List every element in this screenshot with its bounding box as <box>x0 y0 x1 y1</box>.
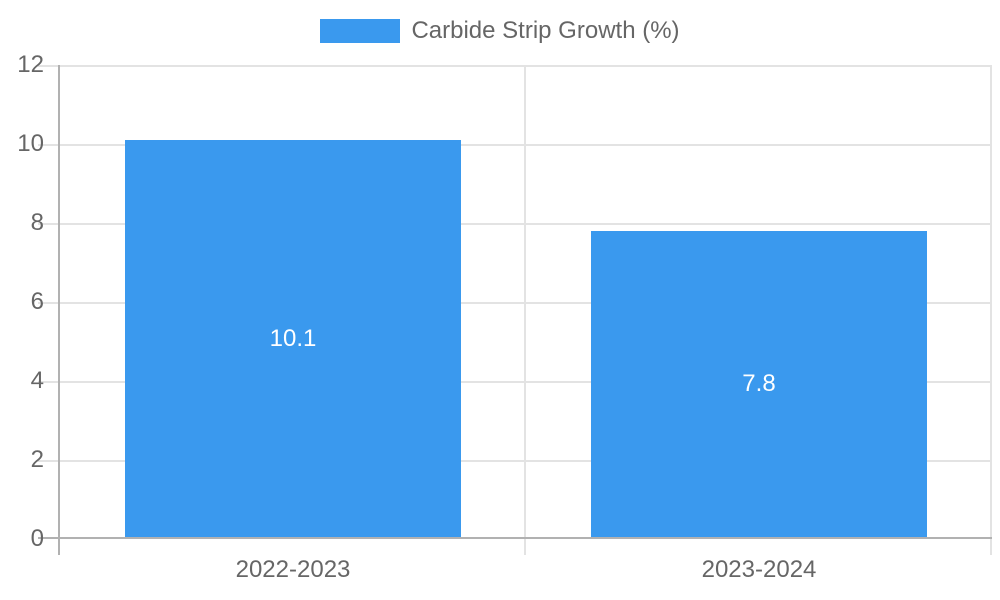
x-gridline <box>990 65 992 539</box>
y-tick-mark <box>38 65 58 67</box>
bar[interactable]: 7.8 <box>591 230 927 537</box>
x-tick-mark <box>524 539 526 555</box>
bar-value-label: 7.8 <box>742 369 776 397</box>
y-gridline <box>60 302 992 304</box>
x-tick-mark <box>990 539 992 555</box>
y-axis-tick-label: 10 <box>17 130 44 157</box>
y-tick-mark <box>38 144 58 146</box>
y-axis-line <box>58 65 60 539</box>
plot-area: 10.1 7.8 <box>38 65 992 555</box>
y-axis-tick-label: 4 <box>30 367 44 394</box>
y-tick-mark <box>38 302 58 304</box>
y-tick-mark <box>38 460 58 462</box>
x-axis-line <box>38 537 992 539</box>
legend-swatch[interactable] <box>320 19 401 43</box>
y-gridline <box>60 223 992 225</box>
y-gridline <box>60 144 992 146</box>
bar-value-label: 10.1 <box>269 324 317 352</box>
bar[interactable]: 10.1 <box>125 140 461 537</box>
y-axis-tick-label: 12 <box>17 51 44 78</box>
y-axis-tick-label: 2 <box>30 446 44 473</box>
x-axis-category-label: 2023-2024 <box>701 556 817 583</box>
x-axis-zero-tick <box>58 539 60 555</box>
x-axis-category-label: 2022-2023 <box>235 556 351 583</box>
x-gridline <box>524 65 526 539</box>
y-gridline <box>60 381 992 383</box>
y-gridline <box>60 65 992 67</box>
y-tick-mark <box>38 223 58 225</box>
y-axis-tick-label: 6 <box>30 288 44 315</box>
legend: Carbide Strip Growth (%) <box>0 17 1000 45</box>
y-axis-tick-label: 0 <box>30 525 44 552</box>
legend-label[interactable]: Carbide Strip Growth (%) <box>411 17 680 44</box>
y-gridline <box>60 460 992 462</box>
y-axis-tick-label: 8 <box>30 209 44 236</box>
y-tick-mark <box>38 381 58 383</box>
